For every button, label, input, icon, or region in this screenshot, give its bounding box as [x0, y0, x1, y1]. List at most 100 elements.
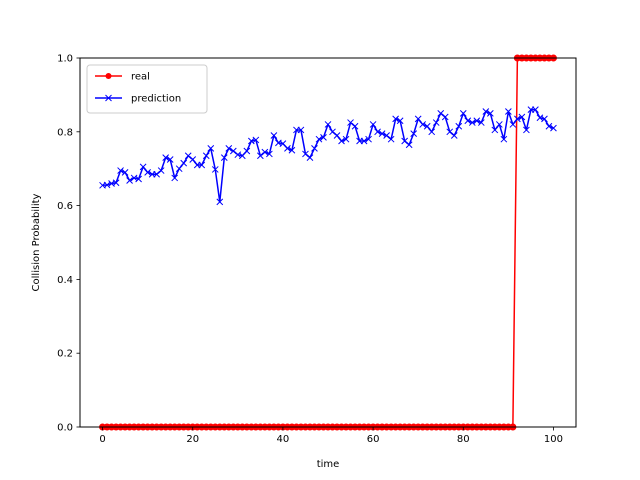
data-point-prediction [541, 115, 548, 123]
data-point-prediction [324, 121, 332, 128]
data-point-prediction [329, 128, 336, 136]
data-point-prediction [261, 148, 269, 156]
data-point-prediction [157, 167, 165, 174]
data-point-prediction [477, 119, 485, 126]
legend-box [86, 64, 208, 114]
data-point-prediction [266, 150, 273, 158]
data-point-prediction [220, 154, 228, 161]
x-tick-label: 80 [457, 434, 470, 445]
data-point-prediction [347, 119, 354, 126]
data-point-prediction [491, 126, 499, 134]
data-point-prediction [378, 130, 386, 137]
data-point-prediction [198, 161, 206, 169]
data-point-prediction [414, 115, 422, 123]
data-point-prediction [423, 122, 431, 130]
data-point-prediction [189, 156, 197, 163]
legend-marker-prediction [105, 94, 112, 102]
ticks-layer: 0 20 40 60 80 100 0.0 0.2 0.4 0.6 0.8 1.0 [57, 54, 563, 446]
data-point-prediction [387, 135, 395, 143]
data-point-prediction [532, 106, 539, 114]
data-point-prediction [459, 109, 467, 117]
data-point-prediction [144, 169, 151, 176]
x-axis-label: time [317, 459, 340, 470]
data-point-prediction [216, 198, 224, 206]
data-point-prediction [162, 154, 170, 161]
data-point-prediction [437, 109, 445, 117]
data-point-prediction [270, 132, 278, 139]
data-point-prediction [171, 174, 179, 182]
data-point-prediction [518, 113, 526, 121]
x-tick-label: 100 [544, 434, 563, 445]
data-point-prediction [302, 150, 309, 158]
data-point-prediction [514, 115, 521, 123]
legend-marker-real [105, 73, 112, 79]
legend-label-prediction: prediction [131, 94, 181, 105]
legend: real prediction [86, 64, 208, 114]
y-tick-label: 0.4 [57, 275, 73, 286]
data-point-prediction [441, 113, 449, 121]
data-point-prediction [288, 146, 296, 154]
data-point-prediction [166, 156, 174, 163]
data-point-prediction [383, 132, 390, 139]
y-tick-label: 0.8 [57, 127, 73, 138]
data-point-prediction [482, 108, 490, 115]
data-point-prediction [202, 152, 210, 160]
data-point-prediction [207, 145, 215, 152]
data-point-prediction [229, 147, 237, 155]
data-point-prediction [311, 145, 318, 152]
data-point-prediction [126, 177, 133, 184]
data-point-prediction [211, 166, 219, 173]
data-point-prediction [121, 169, 129, 176]
data-point-prediction [450, 132, 458, 139]
data-point-prediction [468, 119, 476, 126]
data-point-prediction [523, 126, 530, 134]
data-point-prediction [374, 128, 381, 136]
x-tick-label: 20 [186, 434, 199, 445]
data-point-prediction [446, 128, 454, 136]
data-point-prediction [184, 152, 192, 160]
data-point-prediction [419, 121, 427, 128]
x-tick-label: 0 [99, 434, 105, 445]
data-point-prediction [257, 152, 264, 160]
y-tick-label: 0.2 [57, 349, 73, 360]
x-tick-label: 40 [277, 434, 290, 445]
data-point-prediction [410, 130, 418, 137]
data-point-prediction [428, 128, 436, 136]
data-point-prediction [297, 126, 305, 134]
data-point-prediction [252, 136, 260, 144]
data-point-prediction [153, 170, 161, 178]
data-point-prediction [342, 135, 350, 143]
data-point-prediction [320, 133, 327, 141]
data-point-prediction [365, 135, 372, 143]
data-point-prediction [369, 121, 377, 128]
data-point-prediction [139, 163, 147, 171]
data-point-prediction [396, 117, 404, 125]
data-point-prediction [333, 132, 341, 139]
y-tick-label: 0.6 [57, 201, 73, 212]
legend-label-real: real [131, 72, 150, 83]
data-point-prediction [351, 122, 359, 130]
data-point-prediction [117, 167, 124, 174]
data-point-prediction [464, 117, 472, 125]
data-point-prediction [112, 179, 120, 187]
data-point-prediction [225, 145, 233, 152]
data-point-prediction [405, 141, 413, 149]
data-point-prediction [486, 109, 494, 117]
data-point-prediction [432, 119, 440, 126]
data-point-prediction [135, 175, 142, 183]
data-point-prediction [473, 117, 481, 125]
data-point-prediction [306, 154, 314, 161]
data-point-prediction [180, 159, 188, 167]
y-tick-label: 1.0 [57, 54, 73, 65]
plot-frame [79, 57, 577, 428]
data-point-prediction [284, 145, 291, 152]
data-point-prediction [455, 122, 463, 130]
data-point-prediction [550, 124, 557, 132]
data-point-prediction [360, 137, 368, 145]
data-point-prediction [338, 137, 345, 145]
data-point-prediction [509, 121, 517, 128]
data-point-prediction [392, 115, 399, 123]
data-point-prediction [500, 135, 508, 143]
x-tick-label: 60 [367, 434, 380, 445]
